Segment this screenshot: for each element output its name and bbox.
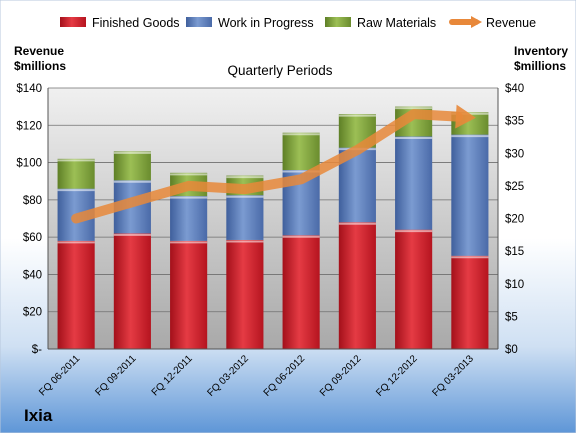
bar-raw-materials	[57, 158, 95, 189]
left-tick-label: $140	[16, 83, 42, 95]
bar-work-in-progress	[451, 134, 489, 256]
bar-finished-goods	[57, 240, 95, 349]
right-axis-title-line1: Inventory	[514, 44, 568, 58]
legend-label-revenue: Revenue	[486, 16, 536, 30]
left-axis-title-line2: $millions	[14, 59, 66, 73]
right-tick-label: $40	[505, 83, 524, 95]
revenue-line	[71, 104, 476, 224]
bar-raw-materials	[113, 151, 151, 181]
left-tick-label: $40	[23, 269, 42, 281]
revenue-arrowhead	[455, 104, 476, 129]
bar-finished-goods	[395, 229, 433, 349]
bar-finished-goods	[170, 240, 208, 349]
bar-finished-goods	[282, 235, 320, 349]
legend-swatch-work-in-progress	[186, 17, 212, 27]
bar-work-in-progress	[170, 196, 208, 241]
left-tick-label: $120	[16, 120, 42, 132]
bar-finished-goods	[113, 233, 151, 349]
bar-raw-materials	[282, 132, 320, 171]
chart-subtitle: Quarterly Periods	[227, 63, 332, 78]
legend-swatch-raw-materials	[325, 17, 351, 27]
legend-label-finished-goods: Finished Goods	[92, 16, 180, 30]
right-tick-label: $20	[505, 214, 524, 226]
legend-label-raw-materials: Raw Materials	[357, 16, 436, 30]
right-axis-title-line2: $millions	[514, 59, 566, 73]
right-tick-label: $5	[505, 311, 518, 323]
right-tick-label: $15	[505, 246, 524, 258]
revenue-line-path	[71, 109, 463, 224]
right-tick-label: $0	[505, 344, 518, 356]
legend-swatch-finished-goods	[60, 17, 86, 27]
legend: Finished Goods Work in Progress Raw Mate…	[60, 16, 536, 30]
legend-label-work-in-progress: Work in Progress	[218, 16, 314, 30]
bar-work-in-progress	[226, 195, 264, 240]
bars	[57, 106, 489, 349]
left-tick-label: $100	[16, 158, 42, 170]
bar-finished-goods	[451, 255, 489, 349]
right-tick-label: $30	[505, 148, 524, 160]
bar-work-in-progress	[395, 136, 433, 230]
legend-swatch-revenue-arrow	[471, 16, 482, 28]
right-tick-label: $35	[505, 116, 524, 128]
left-axis-title-line1: Revenue	[14, 44, 64, 58]
left-tick-label: $80	[23, 195, 42, 207]
company-name: Ixia	[24, 406, 53, 425]
bar-finished-goods	[226, 239, 264, 349]
right-tick-label: $25	[505, 181, 524, 193]
right-tick-label: $10	[505, 279, 524, 291]
left-tick-label: $20	[23, 307, 42, 319]
left-tick-label: $60	[23, 232, 42, 244]
bar-finished-goods	[338, 222, 376, 349]
left-tick-label: $-	[32, 344, 42, 356]
